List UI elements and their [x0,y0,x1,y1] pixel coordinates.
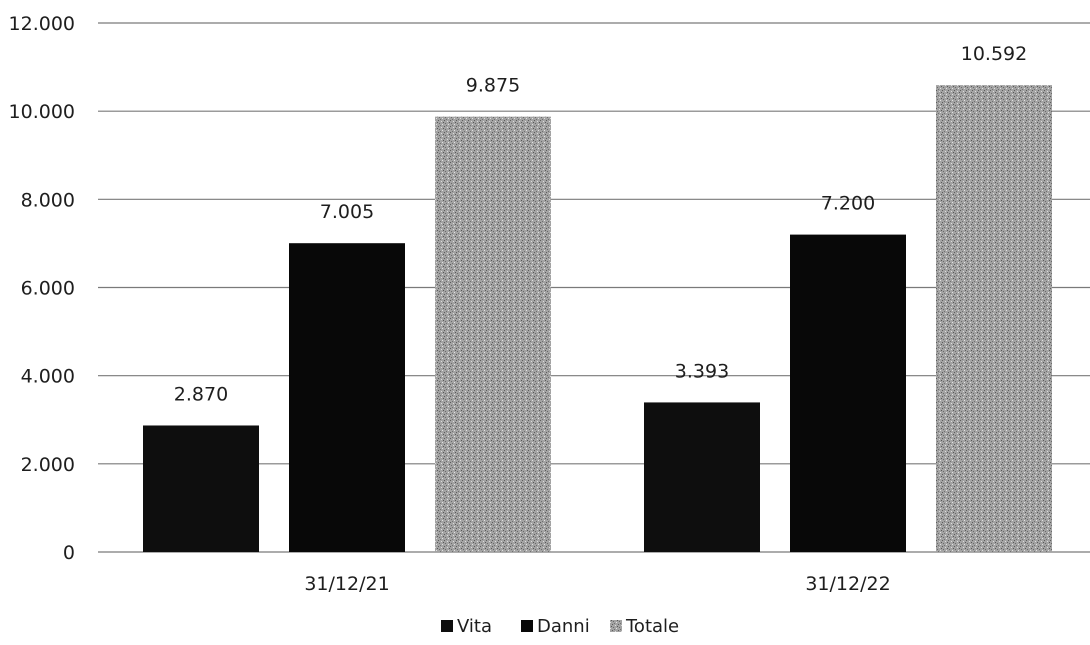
x-category-label: 31/12/21 [304,573,389,595]
y-tick-label: 0 [63,542,75,564]
bar-vita-1 [143,425,259,552]
legend-swatch-vita [441,620,453,632]
y-tick-label: 6.000 [21,278,75,300]
y-tick-label: 2.000 [21,454,75,476]
x-axis: 31/12/21 31/12/22 [304,573,890,595]
data-label-totale-1: 9.875 [466,75,520,97]
bar-danni-2 [790,234,906,552]
legend-swatch-danni [521,620,533,632]
bar-totale-2 [936,85,1052,552]
data-label-danni-1: 7.005 [320,201,374,223]
data-label-vita-1: 2.870 [174,383,228,405]
legend-swatch-totale [610,620,622,632]
y-tick-label: 4.000 [21,366,75,388]
x-category-label: 31/12/22 [805,573,890,595]
bar-danni-1 [289,243,405,553]
legend-label-danni: Danni [537,616,590,637]
legend-label-totale: Totale [625,616,679,637]
bar-totale-1 [435,116,551,552]
y-tick-label: 8.000 [21,189,75,211]
bar-vita-2 [644,402,760,552]
data-labels: 2.870 7.005 9.875 3.393 7.200 10.592 [174,43,1027,405]
y-axis: 0 2.000 4.000 6.000 8.000 10.000 12.000 [9,13,75,564]
data-label-totale-2: 10.592 [961,43,1027,65]
data-label-danni-2: 7.200 [821,193,875,215]
legend: Vita Danni Totale [441,616,679,637]
bars [143,85,1052,553]
legend-label-vita: Vita [457,616,492,637]
data-label-vita-2: 3.393 [675,360,729,382]
y-tick-label: 12.000 [9,13,75,35]
gridlines [98,22,1090,553]
y-tick-label: 10.000 [9,101,75,123]
